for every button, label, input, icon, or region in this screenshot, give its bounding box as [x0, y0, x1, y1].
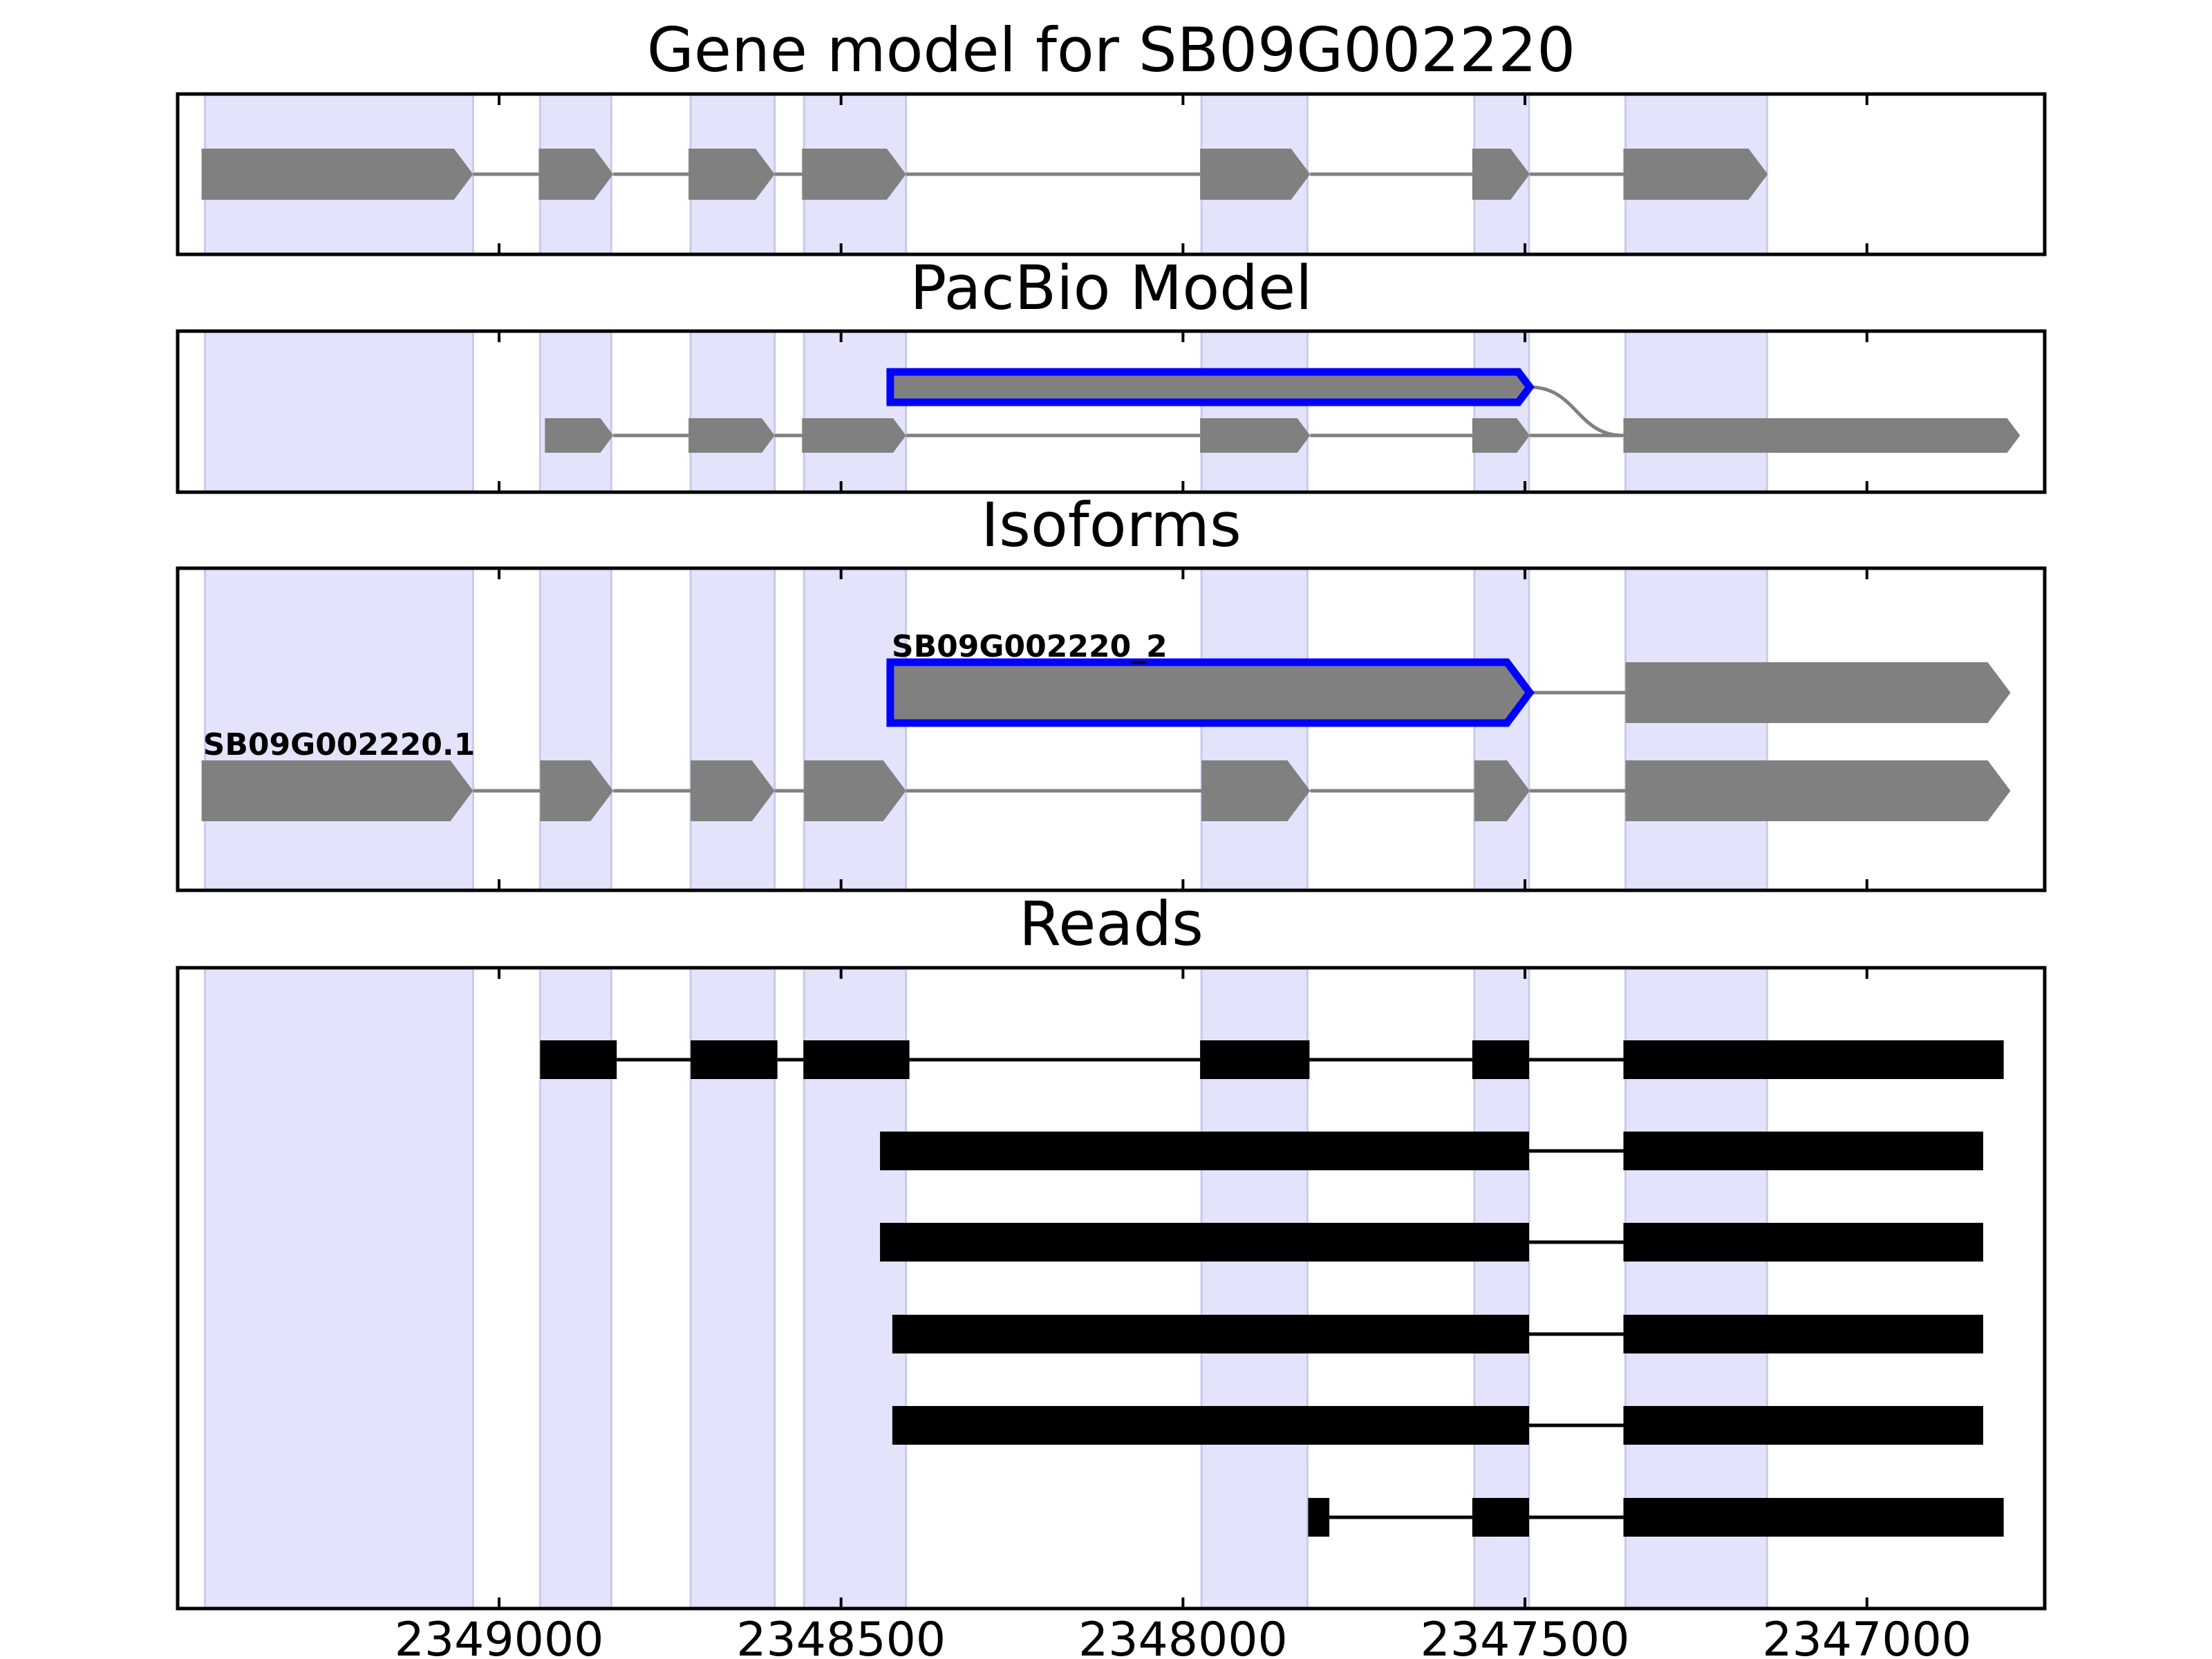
panel-frame [176, 566, 2047, 892]
read-block [1308, 1498, 1330, 1537]
exon-block [201, 760, 474, 821]
intron-connector [1529, 385, 1624, 438]
exon-band [1624, 567, 1768, 892]
panel-title: PacBio Model [910, 252, 1312, 324]
exon-block [540, 760, 614, 821]
x-tick-label: 2347000 [1762, 1613, 1971, 1659]
read-block [1472, 1498, 1530, 1537]
exon-band [689, 567, 776, 892]
exon-band [1473, 330, 1530, 494]
read-track [880, 1132, 1983, 1170]
read-block [1623, 1315, 1983, 1353]
exon-band [204, 330, 474, 494]
panel-frame [176, 329, 2047, 494]
exon-band [1200, 567, 1309, 892]
exon-block [1472, 149, 1530, 200]
exon-band [204, 966, 474, 1610]
read-block [540, 1040, 617, 1079]
panel-0: Gene model for SB09G002220 [176, 15, 2047, 256]
exon-block [804, 760, 906, 821]
highlighted-exon-block [886, 658, 1535, 727]
exon-block [1200, 149, 1311, 200]
isoform-label: SB09G002220_2 [892, 629, 1168, 664]
exon-block [1625, 662, 2011, 723]
exon-block [1201, 760, 1311, 821]
x-tick-label: 2349000 [395, 1613, 604, 1659]
exon-block [802, 418, 906, 453]
panel-title: Isoforms [981, 489, 1241, 561]
x-tick-label: 2348000 [1078, 1613, 1288, 1659]
exon-block [1623, 149, 1768, 200]
panel-1: PacBio Model [176, 252, 2047, 494]
exon-band [538, 567, 612, 892]
transcript-track [545, 418, 2021, 453]
read-track [892, 1406, 1983, 1445]
read-block [1623, 1498, 2004, 1537]
exon-block [1472, 418, 1530, 453]
read-block [1472, 1040, 1530, 1079]
read-block [880, 1132, 1530, 1170]
read-block [803, 1040, 910, 1079]
transcript-track [886, 368, 1624, 438]
read-block [1623, 1406, 1983, 1445]
exon-block [802, 149, 906, 200]
panel-frame [176, 966, 2047, 1611]
transcript-track: SB09G002220_2 [886, 629, 2011, 727]
highlighted-exon-block [886, 368, 1535, 406]
exon-block [1200, 418, 1311, 453]
exon-block [688, 149, 775, 200]
exon-block [1474, 760, 1530, 821]
read-block [1623, 1223, 1983, 1262]
transcript-track: SB09G002220.1 [201, 727, 2011, 821]
exon-band [538, 330, 612, 494]
isoform-label: SB09G002220.1 [203, 727, 476, 762]
panel-3: Reads [176, 888, 2047, 1611]
panel-frame [176, 92, 2047, 256]
exon-block [688, 418, 775, 453]
read-track [892, 1315, 1983, 1353]
x-tick-label: 2348500 [736, 1613, 946, 1659]
read-track [1308, 1498, 2004, 1537]
exon-block [201, 149, 474, 200]
panel-title: Gene model for SB09G002220 [647, 15, 1576, 86]
read-block [1623, 1132, 1983, 1170]
exon-block [1623, 418, 2021, 453]
read-block [892, 1406, 1530, 1445]
read-track [880, 1223, 1983, 1262]
exon-band [1200, 330, 1309, 494]
panel-2: Isoforms SB09G002220_2 SB09G002220.1 [176, 489, 2047, 892]
exon-block [538, 149, 614, 200]
exon-block [1625, 760, 2011, 821]
exon-band [689, 330, 776, 494]
read-block [1623, 1040, 2004, 1079]
read-block [892, 1315, 1530, 1353]
exon-band [1473, 567, 1530, 892]
transcript-track [201, 149, 1768, 200]
exon-band [803, 567, 908, 892]
read-block [880, 1223, 1530, 1262]
exon-block [545, 418, 614, 453]
panel-title: Reads [1019, 888, 1203, 959]
read-track [540, 1040, 2004, 1079]
exon-band [1624, 330, 1768, 494]
exon-block [691, 760, 775, 821]
exon-band [204, 567, 474, 892]
exon-band [803, 330, 908, 494]
read-block [1200, 1040, 1310, 1079]
read-block [691, 1040, 778, 1079]
x-tick-label: 2347500 [1421, 1613, 1630, 1659]
